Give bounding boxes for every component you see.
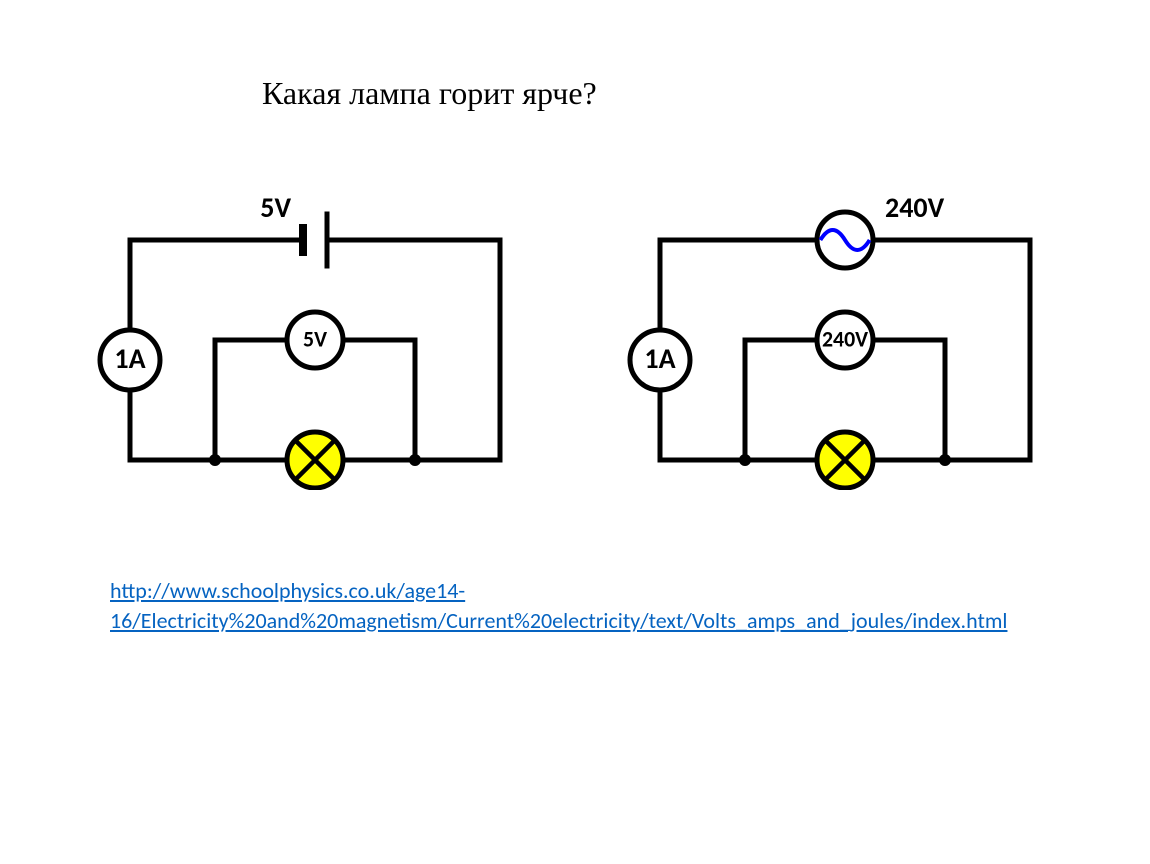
page: Какая лампа горит ярче? 5V1A5V 240V1A240… <box>0 0 1150 864</box>
source-label: 240V <box>885 190 945 225</box>
source-label: 5V <box>260 190 291 225</box>
ammeter-label: 1A <box>114 341 145 376</box>
circuit-left: 5V 1A 5V <box>70 190 530 490</box>
page-title: Какая лампа горит ярче? <box>262 75 597 112</box>
voltmeter-label: 240V <box>822 325 868 352</box>
source-link[interactable]: http://www.schoolphysics.co.uk/age14-16/… <box>110 576 1030 635</box>
ammeter-label: 1A <box>644 341 675 376</box>
voltmeter-label: 5V <box>303 325 327 352</box>
circuit-right: 240V 1A 240V <box>600 190 1060 490</box>
